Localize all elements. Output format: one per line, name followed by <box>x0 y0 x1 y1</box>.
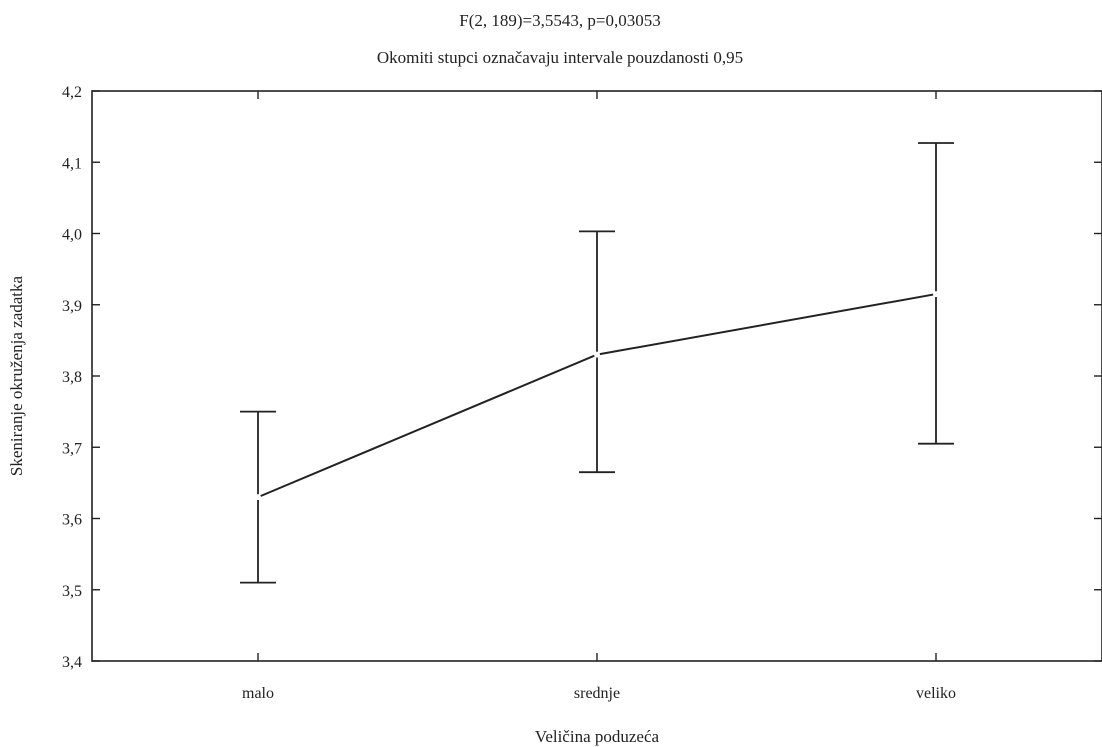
y-tick-label: 3,7 <box>62 440 82 457</box>
y-tick-label: 3,6 <box>62 512 82 529</box>
y-tick-label: 4,2 <box>62 84 82 101</box>
chart-subtitle: Okomiti stupci označavaju intervale pouz… <box>377 48 743 67</box>
series <box>240 142 954 584</box>
y-tick-label: 3,9 <box>62 298 82 315</box>
y-axis: 3,4 3,5 3,6 3,7 3,8 3,9 4,0 4,1 4,2 <box>62 84 1102 671</box>
y-tick-label: 3,5 <box>62 583 82 600</box>
y-tick-label: 4,0 <box>62 227 82 244</box>
data-point <box>255 494 261 501</box>
y-axis-label: Skeniranje okruženja zadatka <box>7 275 26 476</box>
y-tick-label: 4,1 <box>62 155 82 172</box>
y-tick-label: 3,4 <box>62 654 82 671</box>
data-point <box>594 351 600 358</box>
data-point <box>933 291 939 298</box>
chart-title: F(2, 189)=3,5543, p=0,03053 <box>459 11 660 30</box>
x-axis-label: Veličina poduzeća <box>535 727 660 746</box>
x-axis: malo srednje veliko <box>242 91 956 702</box>
x-tick-label: malo <box>242 685 274 702</box>
x-tick-label: veliko <box>916 685 956 702</box>
x-tick-label: srednje <box>574 685 620 702</box>
y-tick-label: 3,8 <box>62 369 82 386</box>
